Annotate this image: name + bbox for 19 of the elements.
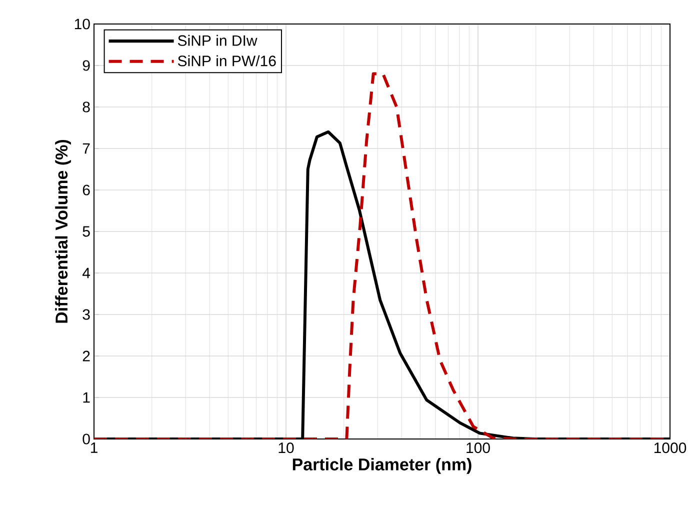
y-tick-label: 9 (82, 60, 90, 71)
y-tick-label: 3 (82, 309, 90, 320)
x-tick-label: 1000 (654, 442, 686, 454)
y-tick-label: 6 (82, 184, 90, 196)
y-tick-label: 8 (82, 102, 90, 112)
y-tick-label: 10 (74, 18, 90, 30)
x-tick-label: 10 (278, 442, 294, 454)
y-tick-label: 1 (83, 392, 90, 403)
y-tick-label: 0 (82, 434, 90, 444)
y-tick-label: 7 (82, 143, 90, 154)
x-tick-label: 1 (90, 442, 98, 453)
y-tick-label: 2 (82, 350, 90, 362)
x-axis-title: Particle Diameter (nm) (292, 458, 472, 474)
y-tick-label: 4 (82, 268, 90, 278)
x-tick-label: 100 (466, 442, 490, 454)
y-axis-title: Differential Volume (%) (55, 140, 71, 323)
legend-label: SiNP in DIw (178, 34, 258, 46)
y-tick-label: 5 (82, 226, 90, 237)
legend-label: SiNP in PW/16 (178, 55, 276, 66)
